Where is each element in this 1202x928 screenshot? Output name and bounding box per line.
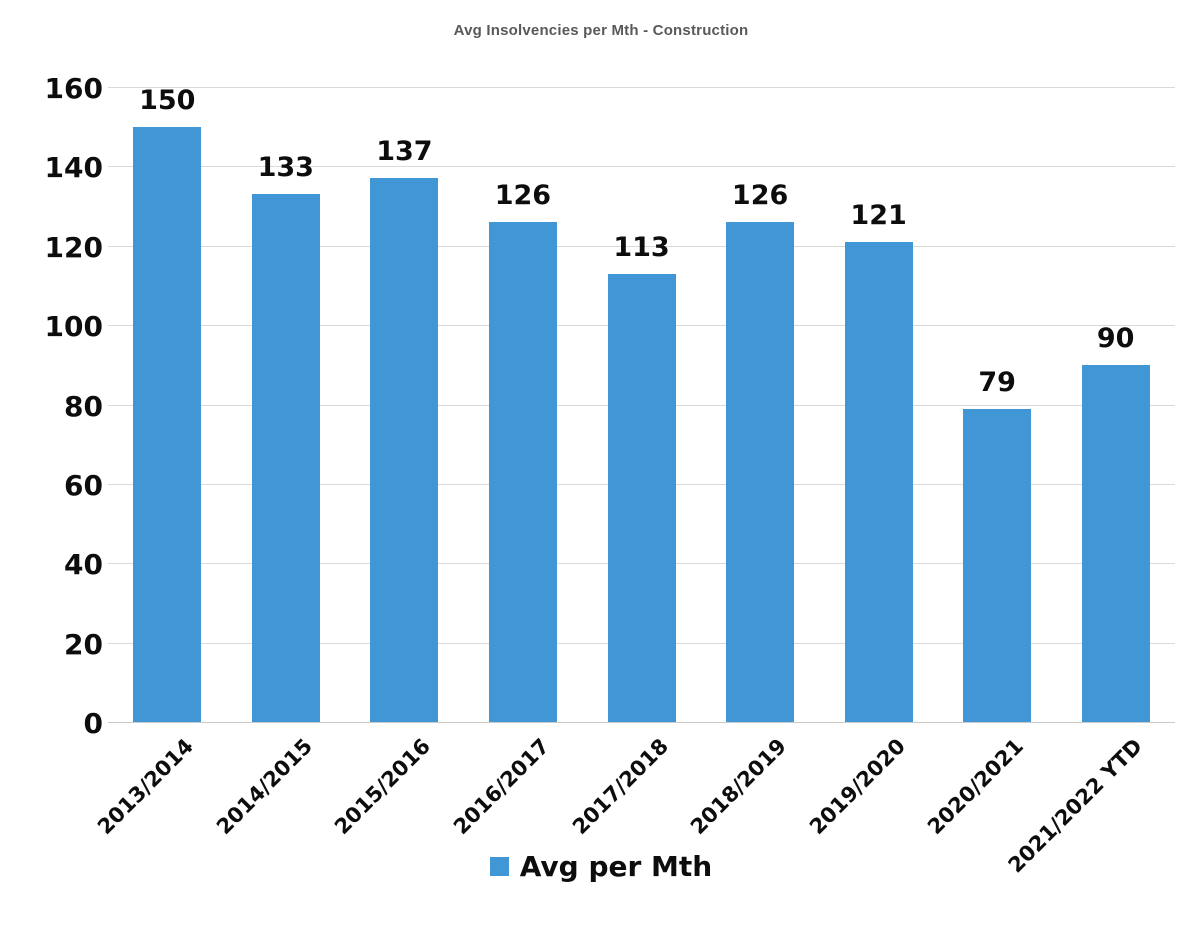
legend-label: Avg per Mth xyxy=(519,850,713,883)
bar-value-label-2019-2020: 121 xyxy=(850,199,907,231)
gridline-160 xyxy=(108,87,1175,88)
bar-2013-2014 xyxy=(133,126,202,722)
bar-value-label-2018-2019: 126 xyxy=(731,179,789,211)
gridline-120 xyxy=(108,245,1175,247)
y-tick-label-100: 100 xyxy=(44,310,103,344)
bar-value-label-2015-2016: 137 xyxy=(376,136,433,168)
bar-2021-2022-YTD xyxy=(1081,364,1150,722)
y-tick-label-80: 80 xyxy=(64,389,103,423)
gridline-0 xyxy=(108,722,1175,723)
bar-value-label-2013-2014: 150 xyxy=(139,84,196,116)
y-tick-label-0: 0 xyxy=(83,707,103,740)
bar-2014-2015 xyxy=(251,194,320,722)
y-tick-label-20: 20 xyxy=(64,627,103,661)
bar-value-label-2017-2018: 113 xyxy=(613,231,670,263)
bar-value-label-2016-2017: 126 xyxy=(494,179,552,211)
legend-swatch xyxy=(489,857,509,876)
bar-2019-2020 xyxy=(844,241,913,722)
bar-value-label-2014-2015: 133 xyxy=(257,152,314,184)
bar-2018-2019 xyxy=(726,221,795,722)
y-tick-label-60: 60 xyxy=(64,468,103,502)
y-tick-label-160: 160 xyxy=(44,72,103,105)
bar-2017-2018 xyxy=(607,273,676,722)
legend: Avg per Mth xyxy=(0,850,1202,883)
y-tick-label-140: 140 xyxy=(44,151,103,185)
y-tick-label-120: 120 xyxy=(44,230,103,264)
bar-value-label-2020-2021: 79 xyxy=(978,366,1016,398)
bar-value-label-2021-2022-YTD: 90 xyxy=(1096,322,1135,354)
gridline-140 xyxy=(108,166,1175,168)
bar-2020-2021 xyxy=(963,408,1032,722)
bar-2015-2016 xyxy=(370,178,439,722)
y-tick-label-40: 40 xyxy=(64,548,103,582)
bar-2016-2017 xyxy=(488,221,557,722)
chart-title: Avg Insolvencies per Mth - Construction xyxy=(453,22,749,39)
